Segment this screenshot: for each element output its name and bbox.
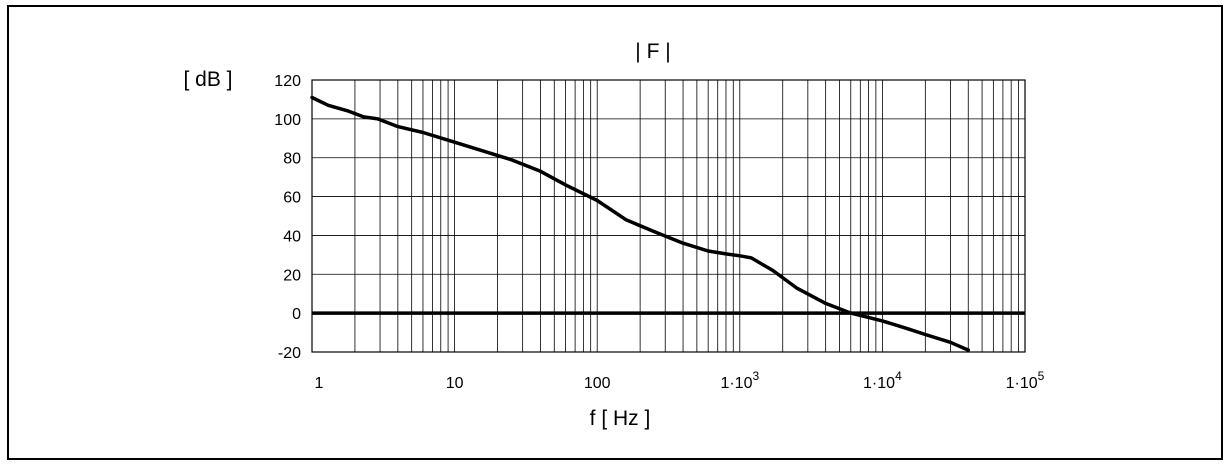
y-axis-label: [ dB ] (183, 68, 232, 91)
chart-title: | F | (635, 40, 670, 63)
y-tick-label: -20 (278, 345, 301, 362)
grid (312, 80, 1025, 352)
chart-frame (7, 5, 1223, 460)
x-tick-label: 1·104 (863, 369, 902, 392)
y-tick-label: 120 (274, 73, 301, 90)
x-axis-ticks: 1 10 100 1·103 1·104 1·105 (315, 369, 1045, 392)
x-tick-label: 1·105 (1006, 369, 1045, 392)
x-tick-label: 100 (584, 375, 611, 392)
x-tick-label: 10 (446, 375, 464, 392)
x-tick-label: 1·103 (720, 369, 759, 392)
y-tick-label: 0 (292, 306, 301, 323)
y-axis-ticks: 120 100 80 60 40 20 0 -20 (274, 73, 301, 362)
x-tick-label: 1 (315, 375, 324, 392)
plot-border (311, 79, 1026, 353)
magnitude-series-line (310, 95, 971, 352)
x-axis-label: f [ Hz ] (590, 407, 651, 430)
y-tick-label: 100 (274, 112, 301, 129)
series-layer (310, 95, 1025, 352)
y-tick-label: 20 (283, 267, 301, 284)
y-tick-label: 40 (283, 228, 301, 245)
y-tick-label: 60 (283, 190, 301, 207)
y-tick-label: 80 (283, 151, 301, 168)
